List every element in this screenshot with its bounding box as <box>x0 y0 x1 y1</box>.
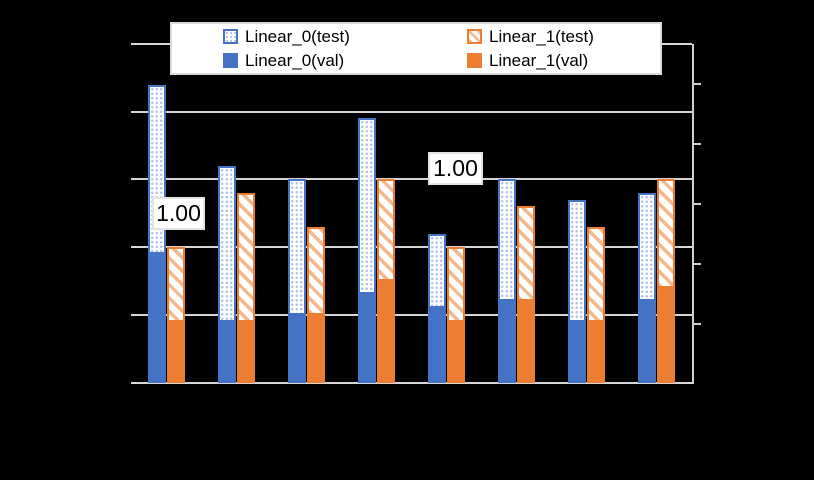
bar-val-fill-Linear_0(val) <box>357 292 376 383</box>
bar-val-fill-Linear_1(val) <box>657 285 676 383</box>
legend-entry-linear0-test: Linear_0(test) <box>172 28 416 45</box>
gridline <box>131 313 692 316</box>
legend-label: Linear_0(test) <box>245 26 350 46</box>
bar-val-fill-Linear_0(val) <box>287 312 306 383</box>
bar-column-Linear_0(test) <box>217 165 236 383</box>
legend-label: Linear_1(test) <box>489 26 594 46</box>
bar-column-Linear_1(test) <box>587 226 606 383</box>
bar-column-Linear_0(test) <box>568 199 587 383</box>
bar-val-fill-Linear_1(val) <box>447 319 466 383</box>
bar-column-Linear_0(test) <box>287 179 306 383</box>
bar-val-fill-Linear_0(val) <box>498 299 517 383</box>
bar-column-Linear_1(test) <box>657 179 676 383</box>
y-axis-line <box>692 44 694 384</box>
bar-val-fill-Linear_1(val) <box>236 319 255 383</box>
legend-swatch-orange-pattern-icon <box>467 28 482 44</box>
gridline <box>131 381 692 384</box>
y-axis-tick <box>692 323 701 325</box>
bar-column-Linear_1(test) <box>447 247 466 383</box>
bar-column-Linear_1(test) <box>166 247 185 383</box>
bar-column-Linear_1(test) <box>236 192 255 383</box>
bar-val-fill-Linear_0(val) <box>217 319 236 383</box>
legend-entry-linear1-val: Linear_1(val) <box>416 52 660 69</box>
legend-entry-linear0-val: Linear_0(val) <box>172 52 416 69</box>
bar-column-Linear_0(test) <box>638 192 657 383</box>
bar-val-fill-Linear_0(val) <box>638 299 657 383</box>
bar-val-fill-Linear_0(val) <box>428 306 447 383</box>
bar-column-Linear_0(test) <box>147 84 166 383</box>
gridline <box>131 246 692 249</box>
gridline <box>131 110 692 113</box>
bar-val-fill-Linear_0(val) <box>568 319 587 383</box>
data-label: 1.00 <box>152 197 205 230</box>
data-label: 1.00 <box>428 152 483 185</box>
gridline <box>131 178 692 181</box>
bar-column-Linear_0(test) <box>428 233 447 383</box>
bar-column-Linear_1(test) <box>306 226 325 383</box>
legend-entry-linear1-test: Linear_1(test) <box>416 28 660 45</box>
bar-val-fill-Linear_1(val) <box>306 312 325 383</box>
legend-label: Linear_1(val) <box>489 51 589 71</box>
legend-swatch-orange-solid-icon <box>467 53 482 69</box>
y-axis-tick <box>692 143 701 145</box>
y-axis-tick <box>692 203 701 205</box>
bar-val-fill-Linear_1(val) <box>587 319 606 383</box>
bar-column-Linear_1(test) <box>376 179 395 383</box>
bar-val-fill-Linear_1(val) <box>517 299 536 383</box>
bar-val-fill-Linear_1(val) <box>166 319 185 383</box>
legend-swatch-blue-pattern-icon <box>223 28 238 44</box>
bar-column-Linear_0(test) <box>498 179 517 383</box>
y-axis-tick <box>692 263 701 265</box>
bar-val-fill-Linear_1(val) <box>376 278 395 383</box>
bar-val-fill-Linear_0(val) <box>147 251 166 383</box>
y-axis-tick <box>692 83 701 85</box>
chart-legend: Linear_0(test) Linear_1(test) Linear_0(v… <box>170 22 662 75</box>
legend-label: Linear_0(val) <box>245 51 345 71</box>
legend-swatch-blue-solid-icon <box>223 53 238 69</box>
bar-column-Linear_1(test) <box>517 206 536 383</box>
bar-column-Linear_0(test) <box>357 118 376 383</box>
